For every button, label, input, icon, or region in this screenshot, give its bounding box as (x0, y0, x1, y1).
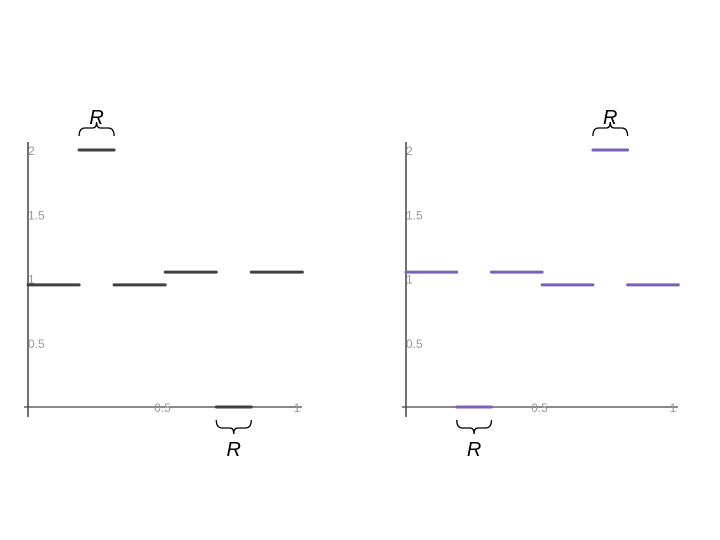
y-tick-label: 1 (28, 273, 35, 287)
brace (215, 419, 252, 435)
x-tick-label: 0.5 (531, 401, 548, 415)
y-tick-label: 1.5 (406, 208, 423, 222)
segment-label: R (89, 107, 103, 129)
segment-label: R (227, 439, 241, 461)
y-tick-label: 0.5 (28, 337, 45, 351)
chart-2: 0.5 1 0.5 1 1.5 2 R R (402, 107, 680, 461)
brace (592, 121, 629, 137)
brace (78, 121, 115, 137)
x-tick-label: 1 (670, 401, 677, 415)
segment-label: R (467, 439, 481, 461)
y-tick-label: 1.5 (28, 208, 45, 222)
y-tick-label: 0.5 (406, 337, 423, 351)
x-tick-label: 0.5 (154, 401, 171, 415)
chart-1: 0.5 1 0.5 1 1.5 2 R R (24, 107, 304, 461)
x-tick-label: 1 (294, 401, 301, 415)
segment-label: R (603, 107, 617, 129)
y-tick-label: 2 (28, 144, 35, 158)
y-tick-label: 1 (406, 273, 413, 287)
y-tick-label: 2 (406, 144, 413, 158)
brace (456, 419, 493, 435)
